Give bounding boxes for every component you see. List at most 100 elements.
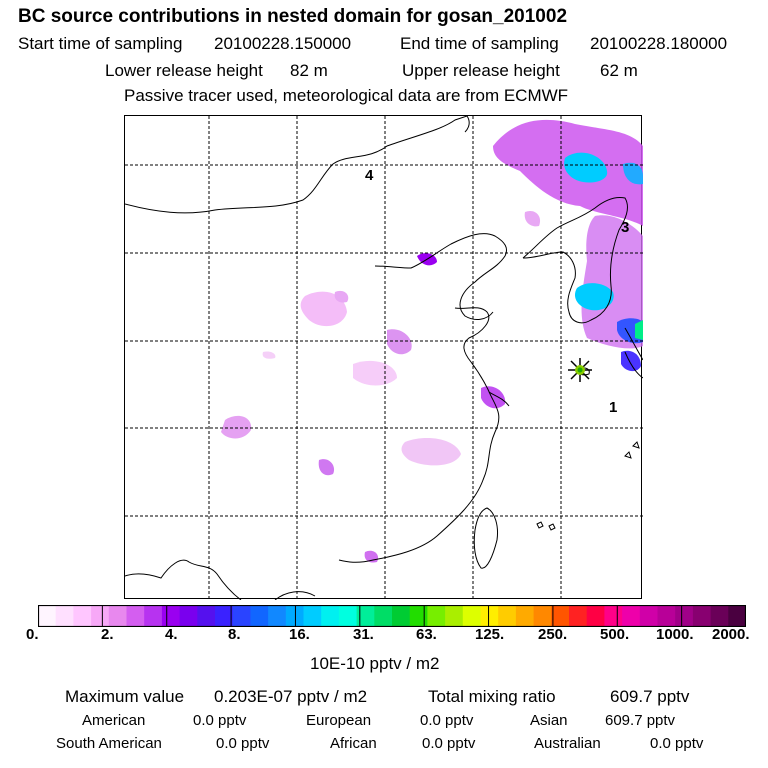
region-name-south-american: South American <box>56 735 162 752</box>
start-time-value: 20100228.150000 <box>214 34 352 53</box>
colorbar-cell <box>728 605 746 627</box>
colorbar-cell <box>462 605 481 627</box>
colorbar-cell <box>250 605 269 627</box>
colorbar-cell <box>232 605 251 627</box>
colorbar-cell <box>374 605 393 627</box>
plume-central-1 <box>300 291 347 327</box>
colorbar-cells <box>38 605 746 627</box>
map-panel: 4 3 1 <box>124 115 643 600</box>
colorbar-tick: 2000. <box>712 626 750 643</box>
plume-core-north <box>564 152 608 183</box>
colorbar-cell <box>392 605 411 627</box>
island-2 <box>548 523 556 531</box>
plume-west <box>221 415 252 439</box>
colorbar-separators <box>101 605 683 627</box>
end-time-label: End time of sampling <box>400 34 559 53</box>
colorbar-cell <box>73 605 92 627</box>
colorbar-tick: 8. <box>228 626 241 643</box>
colorbar-cell <box>498 605 517 627</box>
start-time-label: Start time of sampling <box>18 34 183 53</box>
coast-shandong <box>454 307 492 397</box>
colorbar-tick: 0. <box>26 626 39 643</box>
coast-yangtze <box>488 391 510 407</box>
colorbar-cell <box>338 605 358 627</box>
colorbar-cell <box>515 605 535 627</box>
colorbar-cell <box>91 605 110 627</box>
colorbar-cell <box>215 605 234 627</box>
lower-height-label: Lower release height <box>105 61 263 80</box>
region-value-african: 0.0 pptv <box>422 735 476 752</box>
figure-title: BC source contributions in nested domain… <box>18 6 568 27</box>
upper-height-label: Upper release height <box>402 61 560 80</box>
plume-japan-south <box>621 350 641 372</box>
colorbar-cell <box>108 605 127 627</box>
coast-south <box>338 395 500 563</box>
colorbar-cell <box>445 605 464 627</box>
colorbar-cell <box>604 605 623 627</box>
korea-outline <box>522 197 628 324</box>
max-value-label: Maximum value <box>65 687 185 706</box>
region-value-european: 0.0 pptv <box>420 712 474 729</box>
max-value: 0.203E-07 pptv / m2 <box>214 687 368 706</box>
colorbar-cell <box>55 605 74 627</box>
plume-core-north-2 <box>623 162 643 185</box>
colorbar-cell <box>692 605 712 627</box>
plume-south-1 <box>401 438 461 466</box>
plume-coast <box>481 386 506 409</box>
plume-central-2 <box>387 329 412 355</box>
japan-outline <box>624 327 643 379</box>
colorbar-cell <box>622 605 641 627</box>
colorbar-tick: 63. <box>416 626 437 643</box>
border-southwest <box>125 559 242 600</box>
colorbar-cell <box>268 605 287 627</box>
colorbar-cell <box>38 605 57 627</box>
colorbar-tick: 16. <box>289 626 310 643</box>
colorbar-tick: 31. <box>353 626 374 643</box>
colorbar-cell <box>569 605 588 627</box>
colorbar-tick: 4. <box>165 626 178 643</box>
concentration-field <box>221 119 643 563</box>
coast-bohai <box>374 233 508 320</box>
border-northeast <box>464 116 470 133</box>
plume-central-3 <box>353 360 397 386</box>
map-label-4: 4 <box>365 167 374 184</box>
total-mixing-value: 609.7 pptv <box>610 687 690 706</box>
region-name-australian: Australian <box>534 735 601 752</box>
colorbar-unit: 10E-10 pptv / m2 <box>310 654 440 673</box>
plume-korea-strip <box>581 215 643 349</box>
colorbar-tick: 500. <box>600 626 630 643</box>
tracer-note: Passive tracer used, meteorological data… <box>124 86 569 105</box>
region-name-asian: Asian <box>530 712 568 729</box>
colorbar-cell <box>533 605 552 627</box>
colorbar-tick: 125. <box>475 626 505 643</box>
colorbar-cell <box>657 605 676 627</box>
plume-small-1 <box>334 290 349 303</box>
colorbar-cell <box>197 605 216 627</box>
colorbar-cell <box>179 605 198 627</box>
coastlines <box>125 116 643 600</box>
island-1 <box>536 521 544 529</box>
upper-height-value: 62 m <box>600 61 638 80</box>
colorbar-cell <box>161 605 181 627</box>
colorbar-cell <box>321 605 340 627</box>
colorbar-cell <box>480 605 499 627</box>
star-marker-icon <box>568 358 592 382</box>
colorbar-cell <box>144 605 163 627</box>
region-name-african: African <box>330 735 377 752</box>
colorbar-frame <box>38 605 746 627</box>
plume-small-2 <box>262 351 276 359</box>
region-value-south-american: 0.0 pptv <box>216 735 270 752</box>
region-name-american: American <box>82 712 146 729</box>
hainan-area <box>274 591 316 600</box>
region-value-american: 0.0 pptv <box>193 712 247 729</box>
colorbar-cell <box>303 605 322 627</box>
colorbar-cell <box>639 605 658 627</box>
colorbar-cell <box>126 605 145 627</box>
colorbar-cell <box>675 605 694 627</box>
colorbar-tick: 2. <box>101 626 114 643</box>
island-3 <box>624 451 632 459</box>
plume-east-green <box>635 320 643 340</box>
end-time-value: 20100228.180000 <box>590 34 728 53</box>
colorbar-cell <box>710 605 729 627</box>
island-4 <box>632 441 640 449</box>
